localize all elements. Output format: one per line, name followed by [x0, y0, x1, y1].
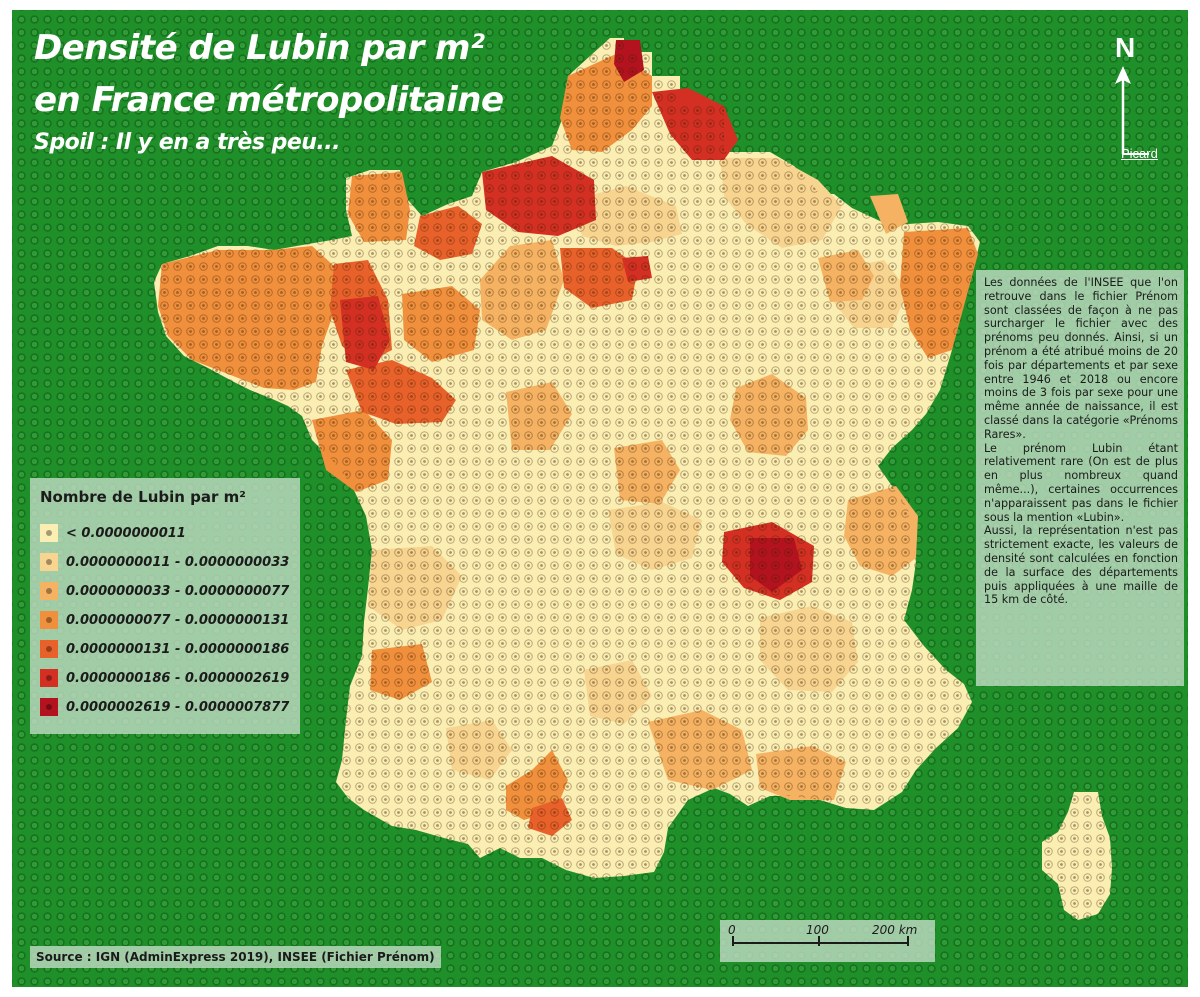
scale-bar: 0 100 200 km: [720, 920, 935, 962]
scale-tick: [907, 936, 909, 946]
legend-item: 0.0000000077 - 0.0000000131: [40, 609, 289, 631]
legend-swatch: [40, 669, 58, 687]
north-arrow-icon: [1115, 66, 1149, 155]
legend-swatch: [40, 553, 58, 571]
france-map: [154, 38, 1112, 920]
stud-overlay: [154, 38, 980, 878]
stud-overlay: [1042, 792, 1112, 920]
source-text: Source : IGN (AdminExpress 2019), INSEE …: [36, 950, 435, 964]
map-subtitle: Spoil : Il y en a très peu...: [34, 130, 340, 155]
legend-swatch: [40, 698, 58, 716]
legend-label: 0.0000002619 - 0.0000007877: [66, 699, 290, 715]
note-paragraph: Aussi, la représentation n'est pas stric…: [984, 524, 1178, 607]
legend-label: 0.0000000131 - 0.0000000186: [66, 641, 290, 657]
scale-label-200: 200 km: [872, 923, 918, 937]
map-title-line-2: en France métropolitaine: [34, 80, 504, 120]
legend-swatch: [40, 524, 58, 542]
legend-label: 0.0000000186 - 0.0000002619: [66, 670, 290, 686]
legend-label: 0.0000000011 - 0.0000000033: [66, 554, 290, 570]
note-paragraph: Le prénom Lubin étant relativement rare …: [984, 441, 1178, 524]
lego-baseplate: Densité de Lubin par m² en France métrop…: [12, 10, 1188, 987]
legend-item: 0.0000000033 - 0.0000000077: [40, 580, 289, 602]
legend: Nombre de Lubin par m² < 0.0000000011 0.0…: [30, 478, 300, 734]
map-title-line-1: Densité de Lubin par m²: [34, 28, 485, 68]
scale-line: [732, 942, 909, 944]
legend-item: 0.0000000186 - 0.0000002619: [40, 667, 289, 689]
legend-swatch: [40, 582, 58, 600]
legend-item: 0.0000000011 - 0.0000000033: [40, 551, 289, 573]
note-paragraph: Les données de l'INSEE que l'on retrouve…: [984, 276, 1178, 441]
info-note-text: Les données de l'INSEE que l'on retrouve…: [984, 276, 1178, 607]
legend-swatch: [40, 640, 58, 658]
north-arrow: N Picard: [1109, 32, 1175, 167]
legend-item: 0.0000000131 - 0.0000000186: [40, 638, 289, 660]
legend-swatch: [40, 611, 58, 629]
legend-title: Nombre de Lubin par m²: [40, 488, 246, 506]
legend-item: 0.0000002619 - 0.0000007877: [40, 696, 289, 718]
legend-item: < 0.0000000011: [40, 522, 186, 544]
north-letter: N: [1115, 32, 1136, 63]
scale-tick: [732, 936, 734, 946]
legend-label: 0.0000000077 - 0.0000000131: [66, 612, 290, 628]
legend-label: 0.0000000033 - 0.0000000077: [66, 583, 290, 599]
scale-tick: [818, 936, 820, 946]
scale-label-0: 0: [728, 923, 736, 937]
author-credit: Picard: [1121, 146, 1158, 161]
source-box: Source : IGN (AdminExpress 2019), INSEE …: [30, 946, 441, 968]
legend-label: < 0.0000000011: [66, 525, 186, 541]
info-note: Les données de l'INSEE que l'on retrouve…: [976, 270, 1184, 686]
scale-label-100: 100: [806, 923, 829, 937]
